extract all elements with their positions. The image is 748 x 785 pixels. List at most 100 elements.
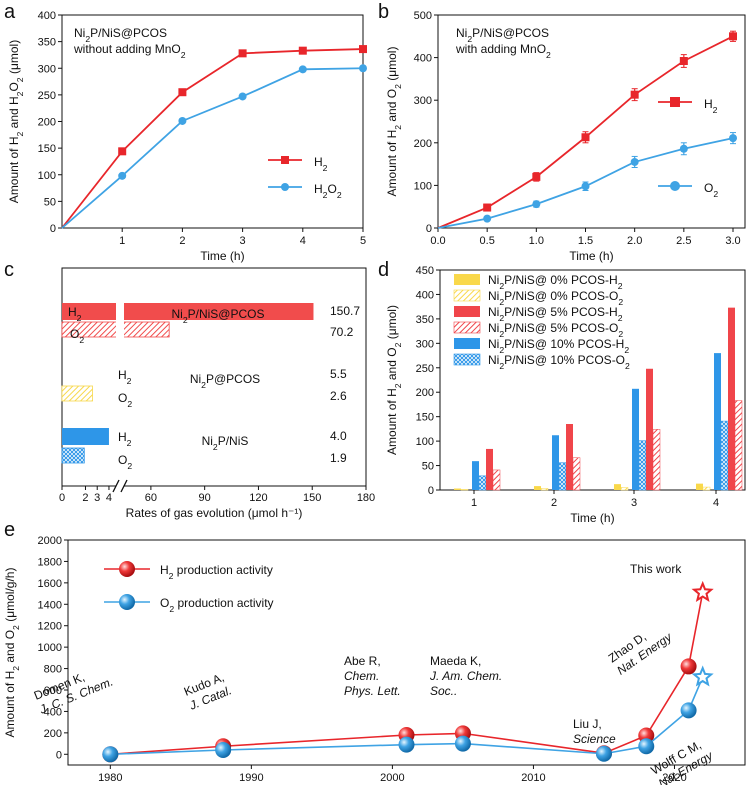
x-axis-label: Time (h)	[569, 249, 613, 263]
plot-frame	[67, 539, 746, 766]
bar	[646, 368, 653, 490]
y-tick-label: 50	[422, 461, 434, 473]
group-name: Ni2P@PCOS	[190, 372, 260, 390]
group-name: Ni2P/NiS@PCOS	[171, 307, 264, 325]
bar	[486, 448, 493, 490]
data-point	[581, 133, 590, 142]
bar	[552, 435, 559, 490]
panel-label-e: e	[4, 519, 15, 541]
bar	[696, 483, 703, 490]
bar	[472, 461, 479, 490]
bar	[614, 484, 621, 490]
legend-label: Ni2P/NiS@ 10% PCOS-H2	[488, 337, 629, 355]
ball-marker	[215, 742, 232, 758]
x-tick-label: 3.0	[725, 235, 740, 247]
legend-label: Ni2P/NiS@ 0% PCOS-O2	[488, 289, 623, 307]
y-tick-label: 50	[44, 196, 56, 208]
bar	[720, 420, 729, 491]
bar	[558, 462, 567, 491]
legend-swatch	[453, 321, 481, 334]
y-tick-label: 300	[416, 338, 434, 350]
legend-label: H2	[314, 155, 328, 173]
legend-label: H2	[704, 97, 718, 115]
x-tick-label: 3	[240, 235, 246, 247]
plot-frame	[437, 14, 746, 229]
axis-break-mark	[112, 479, 120, 493]
data-point	[298, 46, 307, 55]
citation-line: J. Am. Chem.	[429, 669, 502, 683]
y-axis-label: Amount of H2 and H2O2 (μmol)	[7, 40, 25, 203]
panel-e: e 0 200 400 600 800 1000 1200 1400 1600 1800 2000 19…	[3, 519, 746, 785]
data-point	[178, 88, 187, 97]
citation-annotation: Kudo A,J. Catal.	[182, 670, 234, 713]
citation-line: Maeda K,	[430, 654, 481, 668]
star-marker	[691, 580, 714, 602]
legend-label: O2 production activity	[160, 596, 274, 614]
legend-marker	[119, 561, 135, 577]
legend-marker	[281, 183, 289, 191]
axis-break-gap	[116, 480, 124, 492]
citation-annotation: Wolff C M,Nat.Energy	[649, 738, 716, 785]
panel-d: d 0 50 100 150 200 250 300 350 400 450 Amount of H2…	[378, 259, 746, 525]
value-label-o2: 2.6	[330, 389, 347, 403]
annotation-line: Ni2P/NiS@PCOS	[74, 26, 167, 44]
y-tick-label: 100	[416, 436, 434, 448]
plot-frame	[439, 269, 746, 491]
y-tick-label: 0	[428, 485, 434, 497]
x-tick-label: 2010	[521, 772, 545, 784]
legend-swatch	[454, 306, 480, 317]
citation-line: Abe R,	[344, 654, 381, 668]
y-tick-label: 200	[414, 138, 432, 150]
ball-marker	[680, 658, 697, 675]
bar	[714, 353, 721, 490]
bar	[492, 469, 501, 491]
bar-label-o2: O2	[118, 391, 132, 409]
annotation-line: with adding MnO2	[455, 42, 551, 60]
x-tick-label: 2020	[662, 772, 686, 784]
y-tick-label: 100	[38, 170, 56, 182]
x-tick-label: 1.5	[578, 235, 593, 247]
legend-swatch	[453, 289, 481, 302]
y-axis-label: Amount of H2 and O2 (μmol/g/h)	[3, 568, 21, 738]
x-tick-label: 3	[94, 492, 100, 504]
data-point	[238, 49, 247, 58]
value-label-o2: 70.2	[330, 325, 354, 339]
legend-label: Ni2P/NiS@ 5% PCOS-H2	[488, 305, 623, 323]
data-point	[359, 45, 367, 54]
legend-label: O2	[704, 181, 718, 199]
series-line-H2O2	[61, 67, 364, 229]
x-axis-label: Rates of gas evolution (μmol h⁻¹)	[126, 506, 303, 520]
x-tick-label: 0.5	[480, 235, 495, 247]
x-tick-label: 150	[303, 492, 321, 504]
x-tick-label: 60	[145, 492, 157, 504]
bar	[478, 475, 487, 491]
x-tick-label: 0	[59, 492, 65, 504]
bar-label-h2: H2	[118, 430, 132, 448]
y-tick-label: 350	[38, 37, 56, 49]
ball-marker	[454, 735, 471, 752]
citation-line: Soc..	[430, 684, 457, 698]
y-tick-label: 1800	[38, 556, 62, 568]
bar-h2	[62, 428, 109, 445]
bar	[534, 486, 541, 490]
panel-a: a 0 50 100 150 200 250 300 350 400 1 2 3 4 5 Time (h) Am…	[4, 1, 367, 263]
legend-label: Ni2P/NiS@ 10% PCOS-O2	[488, 353, 630, 371]
bar-o2	[61, 385, 93, 402]
ball-marker	[398, 736, 415, 753]
panel-c: c 0 2 3 4 60 90 120 150 180 Rates of gas evolution…	[4, 259, 375, 520]
legend-label: H2 production activity	[160, 563, 273, 581]
data-point	[679, 144, 688, 153]
y-tick-label: 400	[44, 706, 62, 718]
y-tick-label: 400	[414, 53, 432, 65]
data-point	[118, 147, 127, 156]
data-point	[483, 203, 492, 212]
citation-line: This work	[630, 562, 682, 576]
y-tick-label: 150	[38, 143, 56, 155]
bar	[566, 424, 573, 490]
data-point	[729, 134, 737, 143]
value-label-h2: 4.0	[330, 429, 347, 443]
legend-swatch	[453, 353, 481, 366]
x-tick-label: 2.0	[627, 235, 642, 247]
bar	[702, 486, 711, 491]
panel-label-a: a	[4, 1, 16, 23]
